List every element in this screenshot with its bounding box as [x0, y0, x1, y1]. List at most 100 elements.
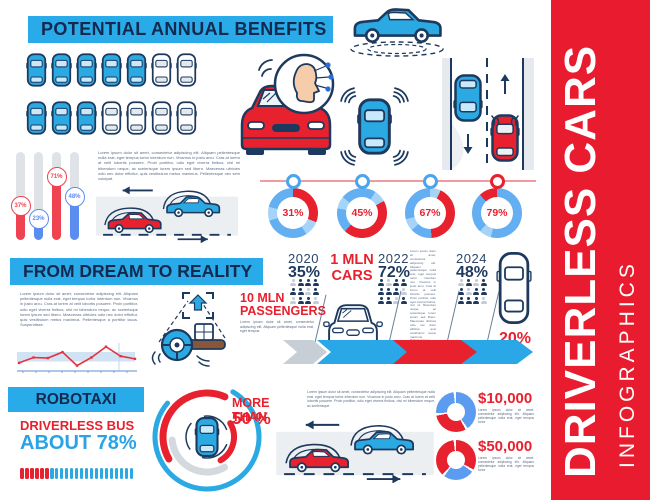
steering-robot-illustration — [151, 292, 226, 367]
car-top-icon — [26, 50, 47, 90]
progress-segment — [104, 468, 109, 479]
car-top-icon — [101, 98, 122, 138]
person-icon — [313, 279, 320, 287]
donut-chart-67pct: 67% — [405, 188, 455, 238]
bar-percent-badge: 71% — [46, 167, 67, 187]
person-icon — [473, 288, 480, 296]
person-icon — [290, 288, 297, 296]
person-icon — [466, 279, 473, 287]
person-icon — [305, 288, 312, 296]
timeline-marker-icon — [355, 174, 370, 189]
person-icon — [458, 297, 465, 305]
car-top-outline-illustration — [496, 252, 532, 324]
timeline-marker-icon — [423, 174, 438, 189]
section-header-robotaxi-label: ROBOTAXI — [35, 390, 117, 408]
radar-sedan-illustration — [350, 8, 444, 57]
car-top-icon — [26, 98, 47, 138]
progress-segment — [54, 468, 59, 479]
million-cars-stat: 1 MLN CARS — [330, 252, 374, 284]
progress-segment — [94, 468, 99, 479]
human-head-icon — [292, 63, 321, 104]
road-lanes-illustration — [442, 58, 534, 170]
car-fleet-pictograph — [26, 50, 202, 138]
section-header-dream-label: FROM DREAM TO REALITY — [23, 261, 253, 281]
person-icon — [386, 288, 393, 296]
benefit-bar-chart: 37% 23% 71% 48% — [10, 152, 85, 240]
benefit-bar: 48% — [64, 152, 85, 240]
lorem-paragraph-mid: Lorem ipsum dolor sit amet, consectetur … — [20, 291, 138, 328]
bar-percent-badge: 37% — [10, 196, 31, 216]
robotaxi-gauge — [152, 382, 262, 492]
person-icon — [378, 279, 385, 287]
car-top-icon — [126, 98, 147, 138]
person-icon — [290, 279, 297, 287]
benefit-bar: 37% — [10, 152, 31, 240]
timeline-divider — [445, 290, 460, 348]
car-top-icon — [452, 74, 484, 122]
lorem-cost-high: Lorem ipsum dolor sit amet, consectetur … — [478, 456, 534, 473]
cost-donut-50000 — [436, 440, 476, 480]
year-percent: 35% — [288, 264, 321, 282]
benefit-bar: 23% — [28, 152, 49, 240]
person-icon — [458, 279, 465, 287]
people-pictograph-2020 — [290, 279, 321, 305]
section-header-dream: FROM DREAM TO REALITY — [10, 258, 263, 285]
progress-segment — [49, 468, 54, 479]
person-icon — [466, 297, 473, 305]
car-top-icon — [194, 417, 220, 457]
car-top-icon — [76, 50, 97, 90]
person-icon — [401, 297, 408, 305]
cost-low-label: $10,000 — [478, 390, 533, 407]
passengers-stat: 10 MLN PASSENGERS — [240, 291, 326, 319]
progress-segment — [99, 468, 104, 479]
lorem-passengers: Lorem ipsum dolor sit amet, consectetur … — [240, 320, 314, 334]
ai-driver-car-illustration — [240, 53, 335, 155]
people-pictograph-2024 — [458, 279, 489, 305]
benefit-bar: 71% — [46, 152, 67, 240]
progress-segment — [109, 468, 114, 479]
timeline-year-2020: 2020 35% — [288, 252, 320, 282]
year-value: 2024 — [456, 251, 487, 266]
more-than-label: MORE THAN — [232, 396, 270, 424]
progress-segment — [84, 468, 89, 479]
donut-value-label: 45% — [351, 207, 373, 219]
person-icon — [305, 279, 312, 287]
lorem-paragraph-top: Lorem ipsum dolor sit amet, consectetur … — [98, 150, 240, 181]
trend-line-chart — [17, 343, 137, 373]
timeline-arrow-band — [283, 340, 533, 364]
progress-segment — [44, 468, 49, 479]
car-front-outline-illustration — [323, 304, 383, 344]
viewfinder-icon — [182, 292, 214, 319]
more-than-value: 50 % — [232, 409, 271, 428]
progress-segment — [89, 468, 94, 479]
person-icon — [298, 297, 305, 305]
progress-segment — [34, 468, 39, 479]
car-top-icon — [151, 98, 172, 138]
cost-donut-10000 — [436, 392, 476, 432]
sidebar-subtitle: INFOGRAPHICS — [616, 260, 639, 468]
donut-chart-45pct: 45% — [337, 188, 387, 238]
car-top-icon — [76, 98, 97, 138]
donut-value-label: 67% — [419, 207, 441, 219]
person-icon — [313, 297, 320, 305]
lorem-timeline-column: Lorem ipsum dolor sit amet, consectetur … — [410, 250, 436, 342]
car-top-icon — [51, 98, 72, 138]
progress-segment — [79, 468, 84, 479]
person-icon — [386, 279, 393, 287]
red-arrow-icon — [393, 340, 477, 364]
section-header-robotaxi: ROBOTAXI — [8, 387, 144, 412]
person-icon — [401, 288, 408, 296]
driverless-bus-label: DRIVERLESS BUS — [20, 418, 135, 433]
person-icon — [386, 297, 393, 305]
progress-segment — [129, 468, 134, 479]
progress-segment — [69, 468, 74, 479]
donut-chart-31pct: 31% — [268, 188, 318, 238]
person-icon — [393, 279, 400, 287]
progress-segment — [59, 468, 64, 479]
sidebar-title: DRIVERLESS CARS — [556, 44, 605, 478]
up-arrow-icon — [188, 294, 208, 311]
person-icon — [298, 288, 305, 296]
year-value: 2020 — [288, 251, 319, 266]
lorem-cost-low: Lorem ipsum dolor sit amet, consectetur … — [478, 408, 534, 425]
progress-segment — [74, 468, 79, 479]
